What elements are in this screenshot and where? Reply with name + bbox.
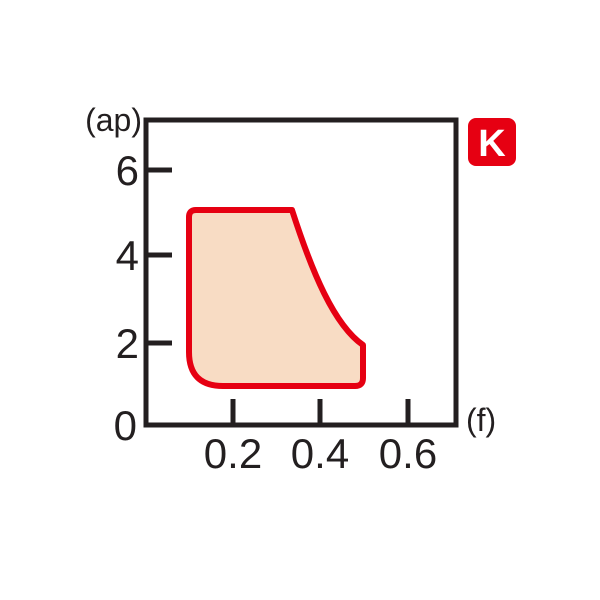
y-axis-ticks <box>146 167 172 346</box>
material-k-badge-letter: K <box>478 123 506 165</box>
x-axis-ticks <box>230 399 411 425</box>
x-tick-label-0-4: 0.4 <box>291 430 349 477</box>
plot-border <box>143 117 459 428</box>
material-k-badge-background <box>468 118 516 166</box>
axes <box>143 117 459 428</box>
axis-labels: (ap) 6 4 2 0 0.2 0.4 0.6 (f) <box>85 102 496 477</box>
y-tick-label-6: 6 <box>116 147 139 194</box>
origin-label-0: 0 <box>114 402 137 449</box>
y-tick-label-2: 2 <box>116 320 139 367</box>
y-axis-label: (ap) <box>85 102 142 138</box>
x-tick-label-0-6: 0.6 <box>379 430 437 477</box>
recommended-range-region <box>186 207 366 389</box>
x-axis-label: (f) <box>466 402 496 438</box>
material-k-badge: K <box>468 118 516 166</box>
y-tick-label-4: 4 <box>116 232 139 279</box>
x-tick-label-0-2: 0.2 <box>204 430 262 477</box>
